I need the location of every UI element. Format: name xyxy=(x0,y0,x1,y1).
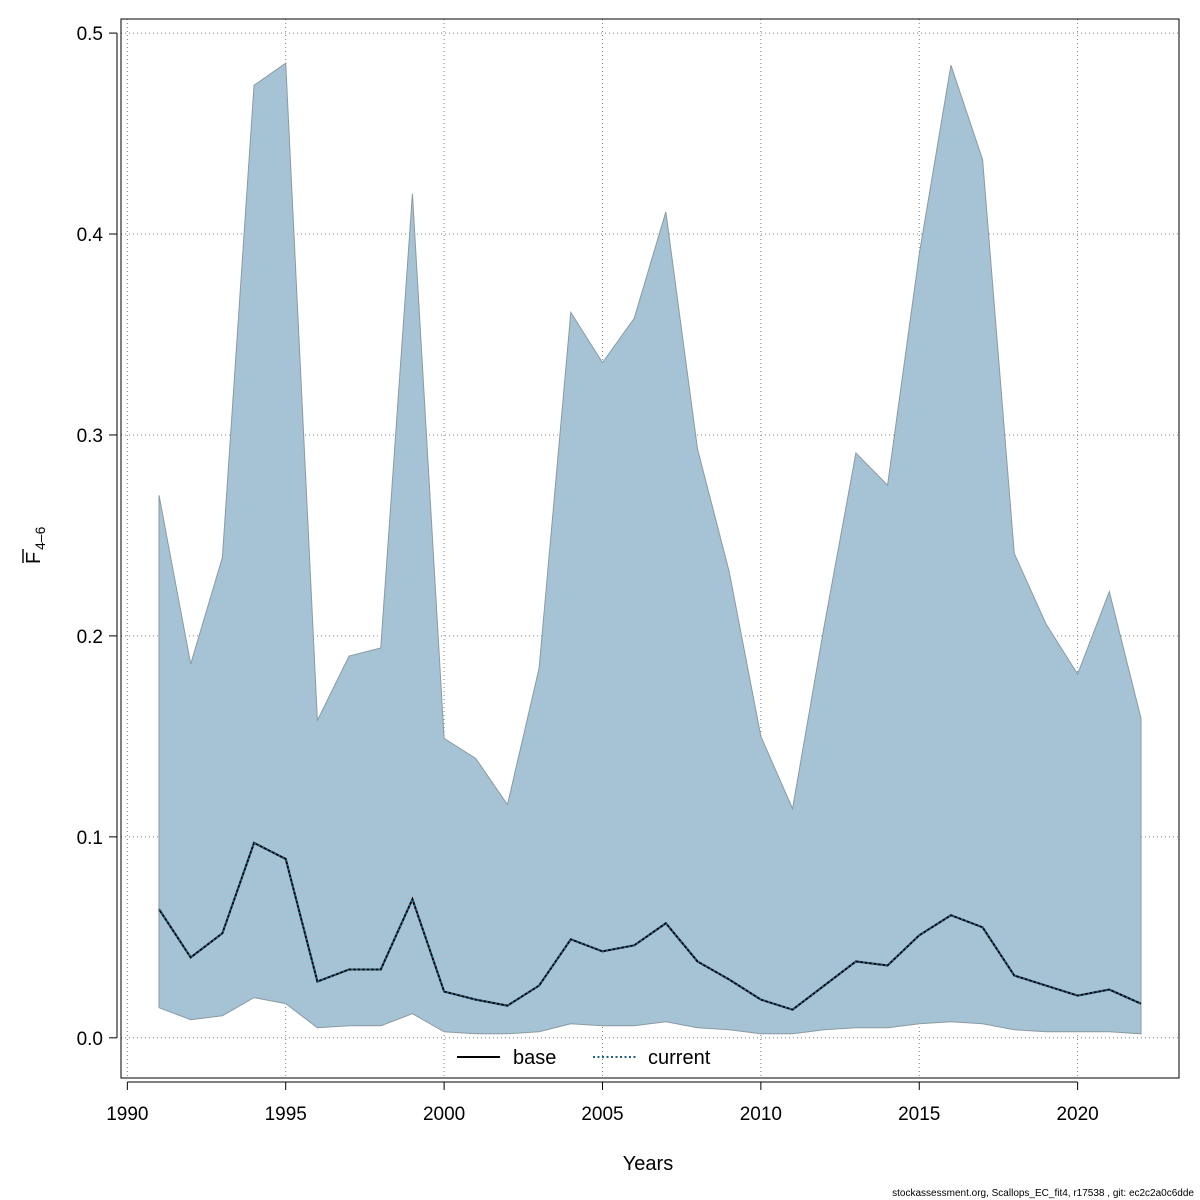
x-axis-title: Years xyxy=(623,1153,673,1175)
series-line-current xyxy=(158,841,1142,1011)
confidence-band xyxy=(158,62,1142,1035)
y-axis-title-main: F xyxy=(23,552,45,564)
series-lines xyxy=(158,841,1142,1011)
legend-label-base: base xyxy=(513,1047,556,1069)
y-tick-label-4: 0.4 xyxy=(77,225,104,246)
x-tick-label-3: 2005 xyxy=(581,1104,623,1125)
x-tick-label-2: 2000 xyxy=(423,1104,465,1125)
y-tick-label-3: 0.3 xyxy=(77,426,103,447)
y-axis-title-subscript: 4–6 xyxy=(32,526,48,550)
y-tick-label-1: 0.1 xyxy=(77,828,103,849)
y-tick-label-0: 0.0 xyxy=(77,1029,103,1050)
legend-label-current: current xyxy=(648,1047,711,1069)
x-tick-label-0: 1990 xyxy=(106,1104,148,1125)
x-tick-label-4: 2010 xyxy=(740,1104,782,1125)
y-axis-title: F 4–6 xyxy=(22,526,48,564)
plot-frame xyxy=(120,18,1180,1079)
legend: base current xyxy=(457,1047,711,1069)
y-tick-label-5: 0.5 xyxy=(77,24,103,45)
x-tick-label-1: 1995 xyxy=(265,1104,307,1125)
y-axis: 0.0 0.1 0.2 0.3 0.4 0.5 xyxy=(77,24,118,1050)
x-tick-label-5: 2015 xyxy=(898,1104,940,1125)
x-tick-label-6: 2020 xyxy=(1056,1104,1098,1125)
x-axis: 1990 1995 2000 2005 2010 2015 2020 xyxy=(106,1081,1099,1125)
y-tick-label-2: 0.2 xyxy=(77,627,103,648)
footer-text: stockassessment.org, Scallops_EC_fit4, r… xyxy=(892,1188,1194,1199)
confidence-band-area xyxy=(158,62,1142,1035)
